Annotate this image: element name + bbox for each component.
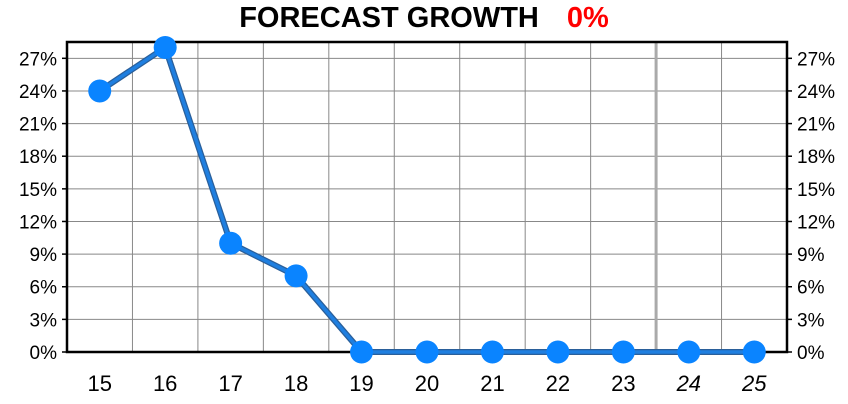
data-point xyxy=(350,340,374,364)
data-point xyxy=(742,340,766,364)
y-tick-label-right: 6% xyxy=(797,278,825,299)
y-tick-label-right: 12% xyxy=(797,212,835,233)
y-tick-label-left: 15% xyxy=(19,180,57,201)
y-tick-label-right: 18% xyxy=(797,147,835,168)
y-tick-label-left: 12% xyxy=(19,212,57,233)
x-tick-label: 18 xyxy=(284,371,308,396)
y-tick-label-left: 18% xyxy=(19,147,57,168)
x-tick-label: 16 xyxy=(153,371,177,396)
plot-frame xyxy=(65,40,789,354)
x-tick-label: 20 xyxy=(415,371,439,396)
data-point xyxy=(219,231,243,255)
chart-title-value: 0% xyxy=(566,2,609,34)
x-tick-label: 19 xyxy=(349,371,373,396)
y-tick-label-left: 9% xyxy=(30,245,58,266)
data-point xyxy=(284,264,308,288)
y-tick-label-right: 24% xyxy=(797,82,835,103)
y-tick-label-right: 9% xyxy=(797,245,825,266)
y-tick-label-left: 24% xyxy=(19,82,57,103)
y-tick-label-left: 0% xyxy=(30,343,58,364)
chart-title-text: FORECAST GROWTH xyxy=(239,2,539,34)
y-tick-label-left: 6% xyxy=(30,278,58,299)
y-tick-label-right: 0% xyxy=(797,343,825,364)
y-tick-label-left: 3% xyxy=(30,310,58,331)
x-tick-label: 22 xyxy=(546,371,570,396)
y-axis-ticks: 0% 0% 3% 3% 6% 6% 9% 9% 12% 12% 15% 15% 18% 18% 21% 21%… xyxy=(19,49,835,364)
chart-title: FORECAST GROWTH 0% xyxy=(0,0,848,36)
data-point xyxy=(611,340,635,364)
x-tick-label: 21 xyxy=(480,371,504,396)
y-tick-label-right: 3% xyxy=(797,310,825,331)
series-layer xyxy=(88,35,766,364)
data-point xyxy=(88,79,112,103)
y-tick-label-right: 27% xyxy=(797,49,835,70)
data-point xyxy=(480,340,504,364)
x-tick-label: 25 xyxy=(741,371,767,396)
grid-lines xyxy=(62,42,792,353)
x-tick-label: 17 xyxy=(218,371,242,396)
x-tick-label: 23 xyxy=(611,371,635,396)
x-tick-label: 24 xyxy=(676,371,701,396)
data-point xyxy=(677,340,701,364)
y-tick-label-right: 21% xyxy=(797,115,835,136)
data-point xyxy=(153,35,177,59)
x-axis-ticks: 15 16 17 18 19 20 21 22 23 24 25 xyxy=(87,371,767,396)
x-tick-label: 15 xyxy=(87,371,111,396)
y-tick-label-left: 27% xyxy=(19,49,57,70)
y-tick-label-left: 21% xyxy=(19,115,57,136)
data-point xyxy=(546,340,570,364)
data-point xyxy=(415,340,439,364)
y-tick-label-right: 15% xyxy=(797,180,835,201)
